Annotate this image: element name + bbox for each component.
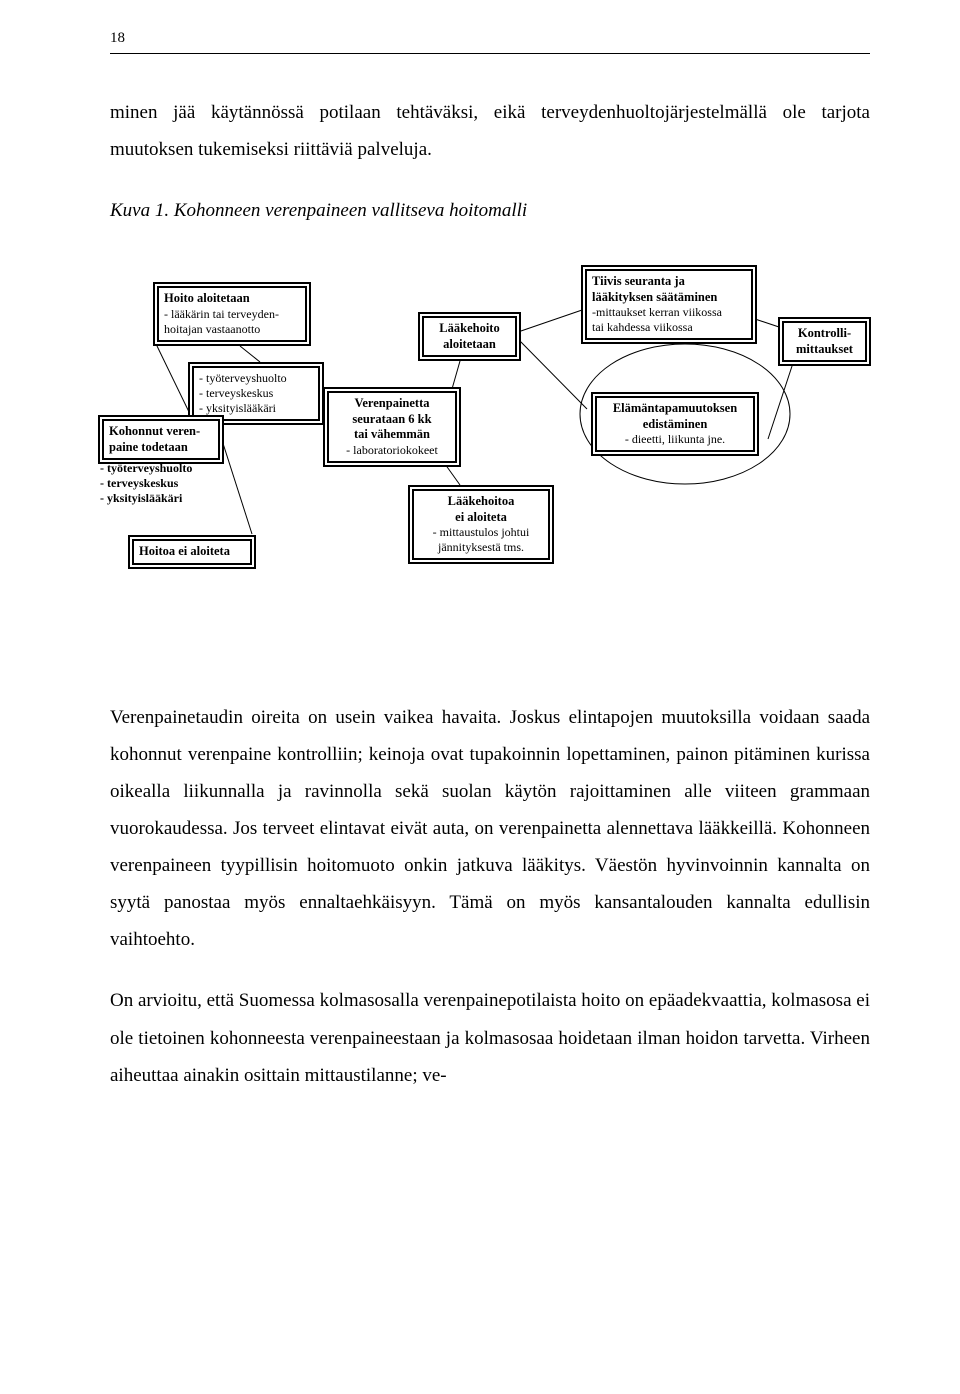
- node-line: paine todetaan: [109, 440, 213, 456]
- node-line: - työterveyshuolto: [100, 461, 230, 476]
- node-tiivis: Tiivis seuranta ja lääkityksen säätämine…: [585, 269, 753, 340]
- flow-edge: [518, 309, 585, 332]
- node-line: jännityksestä tms.: [419, 540, 543, 555]
- header-rule: [110, 53, 870, 54]
- node-line: - lääkärin tai terveyden-: [164, 307, 300, 322]
- page-number: 18: [110, 30, 870, 47]
- node-laakehoitoa-ei: Lääkehoitoa ei aloiteta - mittaustulos j…: [412, 489, 550, 560]
- intro-paragraph: minen jää käytännössä potilaan tehtäväks…: [110, 94, 870, 168]
- node-line: - työterveyshuolto: [199, 371, 313, 386]
- body-paragraph-1: Verenpainetaudin oireita on usein vaikea…: [110, 699, 870, 958]
- node-line: tai vähemmän: [334, 427, 450, 443]
- node-line: - mittaustulos johtui: [419, 525, 543, 540]
- node-tth2: - työterveyshuolto - terveyskeskus - yks…: [100, 461, 230, 506]
- node-line: seurataan 6 kk: [334, 412, 450, 428]
- node-kontrolli: Kontrolli- mittaukset: [782, 321, 867, 362]
- node-line: aloitetaan: [429, 337, 510, 353]
- node-elamantapa: Elämäntapamuutoksen edistäminen - dieett…: [595, 396, 755, 452]
- node-line: - laboratoriokokeet: [334, 443, 450, 458]
- node-title: Tiivis seuranta ja: [592, 274, 746, 290]
- node-line: - dieetti, liikunta jne.: [602, 432, 748, 447]
- node-line: - terveyskeskus: [199, 386, 313, 401]
- node-hoitoa-ei: Hoitoa ei aloiteta: [132, 539, 252, 565]
- node-title: Elämäntapamuutoksen: [602, 401, 748, 417]
- node-line: ei aloiteta: [419, 510, 543, 526]
- node-title: Verenpainetta: [334, 396, 450, 412]
- node-title: Kohonnut veren-: [109, 424, 213, 440]
- flow-edge: [240, 346, 260, 362]
- node-laakehoito: Lääkehoito aloitetaan: [422, 316, 517, 357]
- flow-edge: [452, 354, 462, 389]
- flowchart: Hoito aloitetaan - lääkärin tai terveyde…: [100, 239, 870, 669]
- figure-caption: Kuva 1. Kohonneen verenpaineen vallitsev…: [110, 192, 870, 229]
- node-line: - terveyskeskus: [100, 476, 230, 491]
- node-tyoterveys: - työterveyshuolto - terveyskeskus - yks…: [192, 366, 320, 421]
- body-paragraph-2: On arvioitu, että Suomessa kolmasosalla …: [110, 982, 870, 1093]
- node-hoito-aloitetaan: Hoito aloitetaan - lääkärin tai terveyde…: [157, 286, 307, 342]
- node-line: - yksityislääkäri: [100, 491, 230, 506]
- node-line: mittaukset: [789, 342, 860, 358]
- node-verenpainetta: Verenpainetta seurataan 6 kk tai vähemmä…: [327, 391, 457, 463]
- flow-edge: [518, 339, 587, 409]
- node-title: Hoitoa ei aloiteta: [139, 544, 245, 560]
- node-line: edistäminen: [602, 417, 748, 433]
- node-line: -mittaukset kerran viikossa: [592, 305, 746, 320]
- node-line: lääkityksen säätäminen: [592, 290, 746, 306]
- node-title: Lääkehoitoa: [419, 494, 543, 510]
- flow-edge: [768, 357, 795, 439]
- node-line: tai kahdessa viikossa: [592, 320, 746, 335]
- node-title: Lääkehoito: [429, 321, 510, 337]
- flow-edge: [755, 319, 785, 329]
- flow-edge: [157, 346, 190, 414]
- node-title: Kontrolli-: [789, 326, 860, 342]
- node-kohonnut: Kohonnut veren- paine todetaan: [102, 419, 220, 460]
- document-page: 18 minen jää käytännössä potilaan tehtäv…: [0, 0, 960, 1154]
- node-title: Hoito aloitetaan: [164, 291, 300, 307]
- node-line: - yksityislääkäri: [199, 401, 313, 416]
- node-line: hoitajan vastaanotto: [164, 322, 300, 337]
